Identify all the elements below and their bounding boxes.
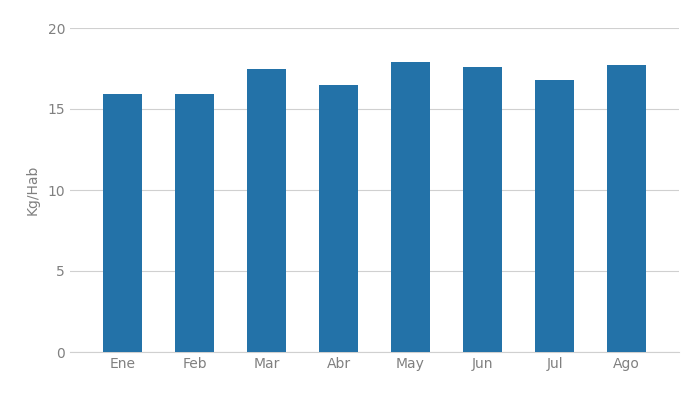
Bar (246, 68, 286, 352)
Bar (391, 62, 430, 352)
Bar (463, 67, 503, 352)
Bar (535, 80, 575, 352)
Bar (103, 94, 142, 352)
Bar (318, 85, 358, 352)
Y-axis label: Kg/Hab: Kg/Hab (25, 165, 39, 215)
Bar (174, 94, 214, 352)
Bar (607, 65, 646, 352)
